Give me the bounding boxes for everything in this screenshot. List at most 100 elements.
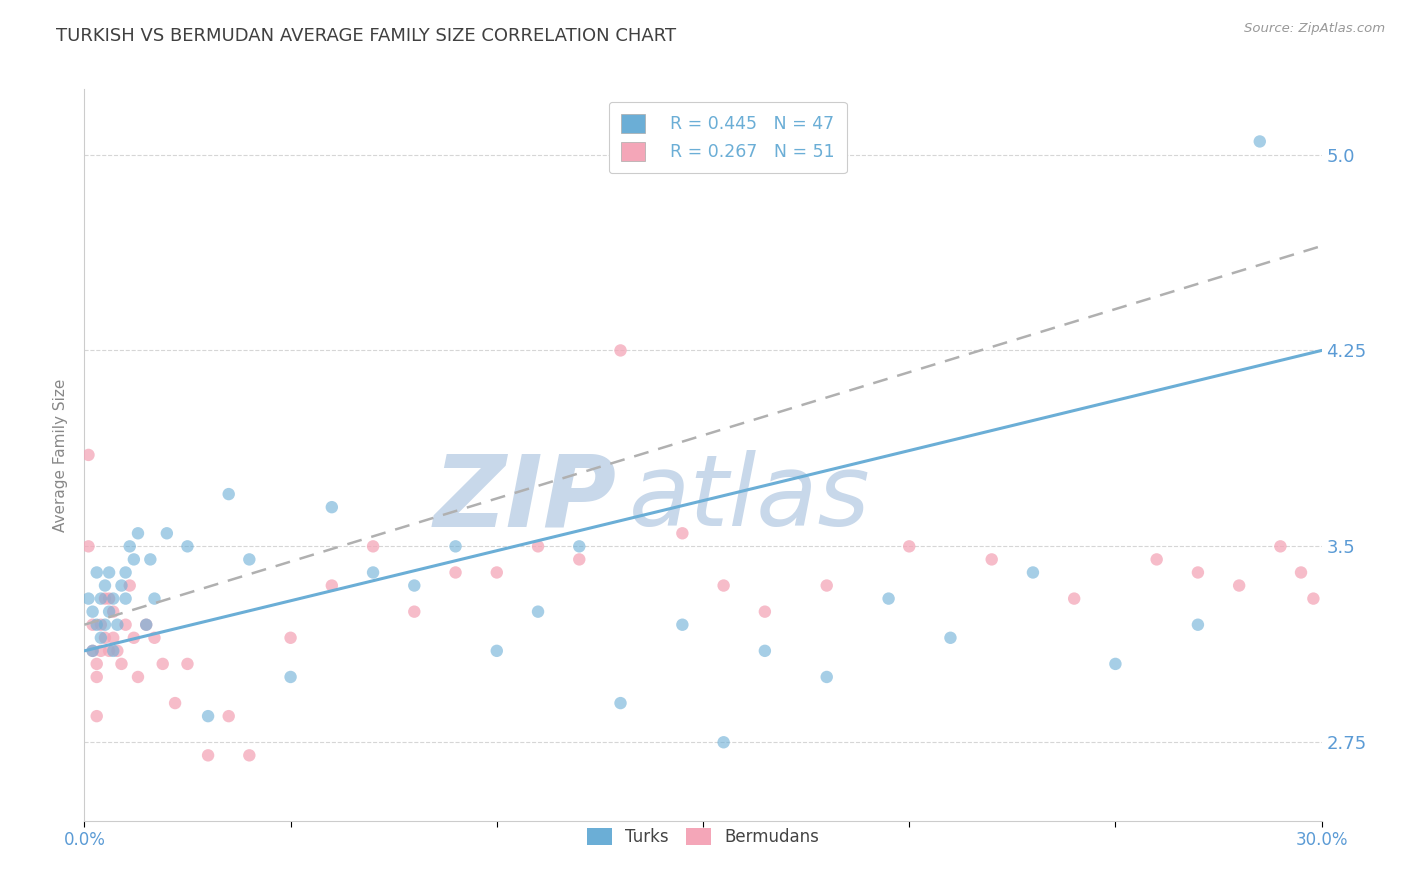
Point (77, 539, 100, 553)
Text: ZIP: ZIP (433, 450, 616, 548)
Point (404, 605, 426, 619)
Point (94, 591, 117, 606)
Point (238, 748, 260, 763)
Point (82, 644, 104, 658)
Point (1104, 657, 1126, 671)
Point (568, 539, 591, 553)
Point (86, 709, 108, 723)
Point (713, 735, 735, 749)
Point (1227, 578, 1250, 592)
Point (444, 566, 467, 580)
Point (485, 644, 508, 658)
Point (94, 578, 117, 592)
Point (118, 539, 141, 553)
Point (754, 644, 776, 658)
Point (86, 617, 108, 632)
Point (90, 591, 112, 606)
Point (165, 696, 187, 710)
Point (118, 578, 141, 592)
Point (122, 631, 145, 645)
Point (671, 617, 693, 632)
Point (1289, 566, 1312, 580)
Point (1022, 566, 1045, 580)
Legend: Turks, Bermudans: Turks, Bermudans (581, 821, 825, 853)
Point (152, 657, 174, 671)
Point (1187, 566, 1209, 580)
Point (176, 657, 198, 671)
Point (127, 526, 149, 541)
Point (197, 748, 219, 763)
Point (94, 631, 117, 645)
Point (568, 552, 591, 566)
Text: Source: ZipAtlas.com: Source: ZipAtlas.com (1244, 22, 1385, 36)
Point (98, 605, 121, 619)
Point (122, 552, 145, 566)
Point (404, 578, 426, 592)
Point (361, 539, 384, 553)
Point (86, 657, 108, 671)
Point (90, 617, 112, 632)
Point (815, 670, 838, 684)
Point (238, 552, 260, 566)
Point (485, 566, 508, 580)
Point (94, 617, 117, 632)
Point (77, 591, 100, 606)
Point (82, 644, 104, 658)
Text: TURKISH VS BERMUDAN AVERAGE FAMILY SIZE CORRELATION CHART: TURKISH VS BERMUDAN AVERAGE FAMILY SIZE … (56, 27, 676, 45)
Point (671, 526, 693, 541)
Point (98, 591, 121, 606)
Point (98, 644, 121, 658)
Point (815, 578, 838, 592)
Point (197, 709, 219, 723)
Point (139, 552, 162, 566)
Point (103, 644, 125, 658)
Point (898, 539, 921, 553)
Point (114, 566, 136, 580)
Point (77, 448, 100, 462)
Point (82, 617, 104, 632)
Point (1187, 617, 1209, 632)
Point (103, 631, 125, 645)
Point (114, 617, 136, 632)
Point (1146, 552, 1168, 566)
Point (877, 591, 900, 606)
Point (86, 670, 108, 684)
Point (321, 578, 343, 592)
Point (127, 670, 149, 684)
Point (135, 617, 157, 632)
Point (1249, 135, 1271, 149)
Point (280, 631, 302, 645)
Point (713, 578, 735, 592)
Point (103, 605, 125, 619)
Point (114, 591, 136, 606)
Point (980, 552, 1002, 566)
Point (361, 566, 384, 580)
Point (176, 539, 198, 553)
Point (280, 670, 302, 684)
Point (527, 539, 550, 553)
Text: atlas: atlas (628, 450, 870, 548)
Point (105, 617, 128, 632)
Point (527, 605, 550, 619)
Point (135, 617, 157, 632)
Point (86, 566, 108, 580)
Point (82, 605, 104, 619)
Point (105, 644, 128, 658)
Point (143, 591, 166, 606)
Point (143, 631, 166, 645)
Point (939, 631, 962, 645)
Point (321, 500, 343, 515)
Point (1063, 591, 1085, 606)
Point (754, 605, 776, 619)
Point (156, 526, 179, 541)
Point (444, 539, 467, 553)
Point (103, 591, 125, 606)
Point (90, 631, 112, 645)
Point (1270, 539, 1292, 553)
Point (90, 644, 112, 658)
Point (110, 657, 132, 671)
Point (609, 696, 631, 710)
Point (98, 566, 121, 580)
Point (110, 578, 132, 592)
Point (218, 709, 240, 723)
